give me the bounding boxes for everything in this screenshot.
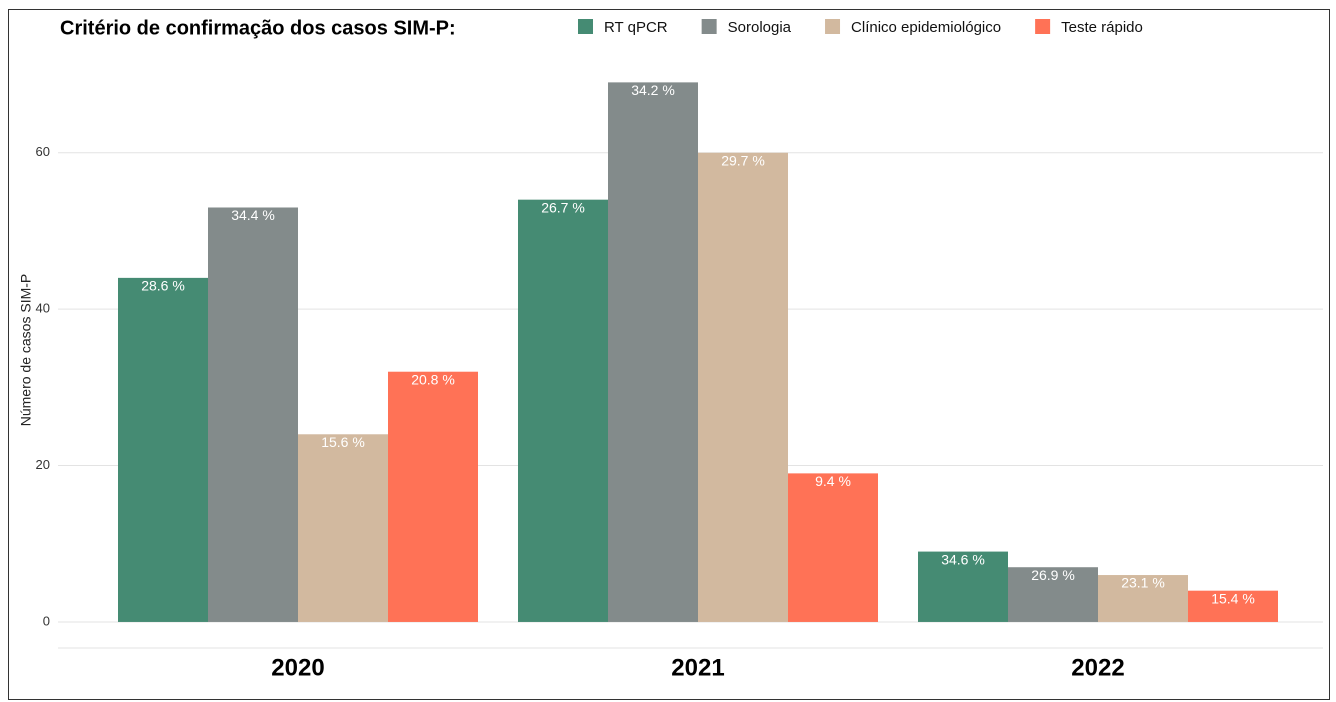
y-tick-label: 0 — [43, 613, 50, 628]
bar — [788, 473, 878, 622]
y-tick-label: 40 — [36, 301, 50, 316]
value-label: 26.7 % — [541, 199, 585, 215]
y-tick-label: 20 — [36, 457, 50, 472]
x-tick-label: 2021 — [671, 654, 724, 681]
legend-label: RT qPCR — [604, 19, 668, 36]
bar — [518, 199, 608, 622]
bar — [208, 207, 298, 622]
bar — [1008, 567, 1098, 622]
legend-swatch — [578, 19, 593, 34]
x-tick-label: 2022 — [1071, 654, 1124, 681]
value-label: 15.6 % — [321, 434, 365, 450]
legend-swatch — [825, 19, 841, 34]
bar — [608, 82, 698, 622]
bar — [1188, 590, 1278, 622]
x-tick-label: 2020 — [271, 654, 324, 681]
bar — [118, 277, 208, 622]
value-label: 28.6 % — [141, 278, 185, 294]
bar — [918, 551, 1008, 622]
value-label: 26.9 % — [1031, 567, 1075, 583]
value-label: 34.4 % — [231, 207, 275, 223]
legend-swatch — [1035, 19, 1051, 34]
value-label: 23.1 % — [1121, 575, 1165, 591]
value-label: 9.4 % — [815, 473, 851, 489]
value-label: 34.2 % — [631, 82, 675, 98]
bar — [1098, 575, 1188, 622]
legend-swatch — [701, 19, 717, 34]
chart-title: Critério de confirmação dos casos SIM-P: — [60, 17, 456, 39]
legend-label: Clínico epidemiológico — [851, 19, 1001, 36]
value-label: 20.8 % — [411, 371, 455, 387]
bar — [698, 152, 788, 622]
value-label: 34.6 % — [941, 551, 985, 567]
value-label: 15.4 % — [1211, 590, 1255, 606]
value-label: 29.7 % — [721, 152, 765, 168]
bar — [388, 371, 478, 622]
y-tick-label: 60 — [36, 144, 50, 159]
bar — [298, 434, 388, 622]
legend-label: Teste rápido — [1061, 19, 1143, 36]
y-axis-title: Número de casos SIM-P — [18, 274, 34, 427]
legend-label: Sorologia — [728, 19, 792, 36]
